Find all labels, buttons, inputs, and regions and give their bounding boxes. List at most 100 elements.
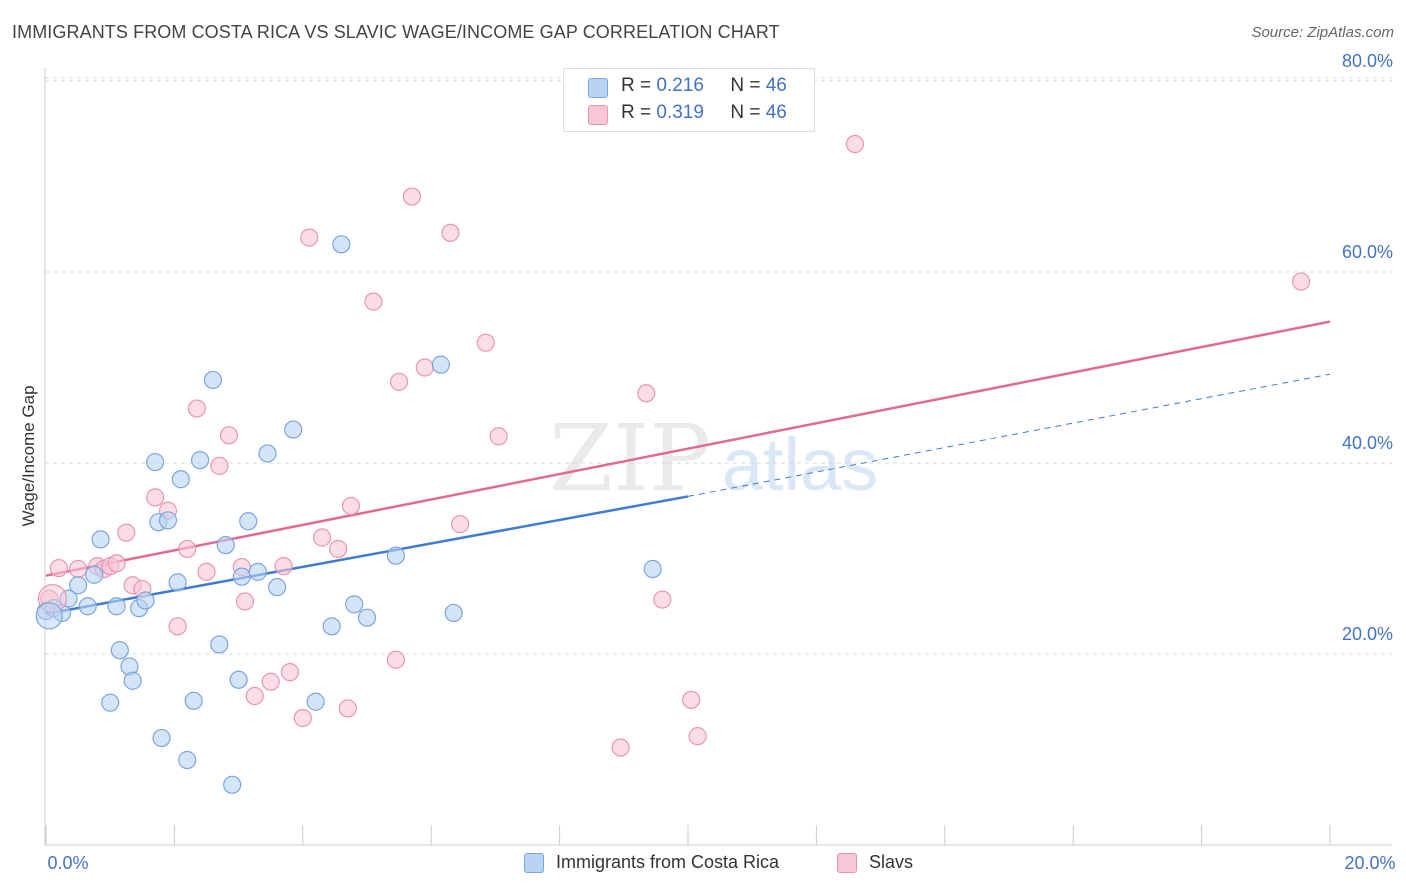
point-costa-rica [168,573,187,592]
point-slavs [653,590,672,609]
point-slavs [386,650,405,669]
point-slavs [197,562,216,581]
point-costa-rica [431,355,450,374]
point-slavs [402,187,422,206]
bottom-legend-swatch-blue [524,853,544,873]
point-costa-rica [268,578,287,597]
y-tick-label: 20.0% [1342,624,1393,644]
point-slavs [1292,272,1311,291]
point-costa-rica [386,546,405,565]
point-costa-rica [171,470,190,489]
point-costa-rica [210,635,229,654]
legend-swatch-pink [588,105,608,125]
point-costa-rica [136,591,155,610]
point-slavs [682,690,701,709]
point-slavs [293,708,312,728]
point-costa-rica [223,775,242,794]
point-costa-rica [239,512,258,531]
axes [44,68,1392,846]
point-slavs [476,333,495,352]
point-slavs [280,663,300,682]
point-costa-rica [85,565,104,584]
point-slavs [364,292,383,311]
point-costa-rica [152,728,171,748]
y-tick-label: 60.0% [1342,242,1393,262]
point-slavs [178,539,197,559]
point-costa-rica [184,691,203,710]
legend: R = 0.216 N = 46 R = 0.319 N = 46 [563,68,815,132]
point-slavs [68,559,88,579]
legend-n-label: N = [730,102,761,123]
point-slavs [338,699,357,718]
chart-title: IMMIGRANTS FROM COSTA RICA VS SLAVIC WAG… [12,22,780,42]
point-costa-rica [178,750,197,770]
point-slavs [390,372,409,391]
point-costa-rica [190,451,210,470]
watermark: ZIP atlas [549,405,878,512]
bottom-legend-label-slavs: Slavs [869,852,914,872]
x-tick-label-min: 0.0% [47,853,88,873]
point-costa-rica [35,602,63,630]
point-slavs [261,672,280,691]
point-costa-rica [322,617,341,636]
legend-n-value-blue: 46 [765,75,787,96]
y-tick-labels: 20.0% 40.0% 60.0% 80.0% [1342,51,1393,644]
point-slavs [845,134,865,154]
trend-lines [45,320,1331,616]
point-slavs [146,488,165,507]
point-slavs [49,558,68,578]
point-costa-rica [78,597,97,616]
legend-r-label: R = [621,102,652,123]
legend-r-label: R = [621,75,652,96]
point-costa-rica [110,641,129,660]
point-costa-rica [284,420,303,439]
point-costa-rica [345,595,364,614]
point-costa-rica [101,693,120,712]
point-slavs [210,456,229,475]
y-tick-label: 40.0% [1342,433,1393,453]
y-tick-label: 80.0% [1342,51,1393,71]
point-costa-rica [444,603,463,623]
point-slavs [245,686,264,706]
y-axis-label: Wage/Income Gap [19,385,38,526]
legend-r-value-pink: 0.319 [656,102,704,123]
point-slavs [300,228,319,247]
legend-r-value-blue: 0.216 [656,75,704,96]
point-slavs [219,426,239,445]
point-costa-rica [306,692,325,711]
trend-line-costa-rica [45,495,689,616]
point-costa-rica [248,562,267,581]
point-costa-rica [123,671,142,690]
point-slavs [107,554,126,573]
trend-line-costa-rica-extension [687,373,1331,497]
point-costa-rica [158,511,178,530]
point-costa-rica [68,576,88,595]
trend-line-slavs [45,320,1331,577]
point-slavs [415,358,434,377]
point-costa-rica [203,370,223,390]
point-costa-rica [107,597,126,616]
point-slavs [274,557,293,576]
data-points [35,134,1311,794]
point-costa-rica [91,530,110,549]
point-slavs [329,539,348,559]
point-costa-rica [146,452,165,472]
point-slavs [637,384,656,403]
point-costa-rica [232,567,251,586]
point-slavs [489,427,508,446]
legend-n-label: N = [730,75,761,96]
point-costa-rica [332,235,351,254]
point-slavs [611,738,630,757]
point-slavs [688,727,707,746]
point-slavs [187,399,206,418]
source-note: Source: ZipAtlas.com [1251,24,1394,41]
point-slavs [168,617,187,636]
point-slavs [341,496,361,516]
bottom-legend-label-costa-rica: Immigrants from Costa Rica [556,852,780,872]
point-slavs [441,223,460,242]
point-slavs [117,523,136,542]
point-costa-rica [357,608,377,627]
legend-n-value-pink: 46 [765,102,787,123]
watermark-zip: ZIP [549,405,711,512]
